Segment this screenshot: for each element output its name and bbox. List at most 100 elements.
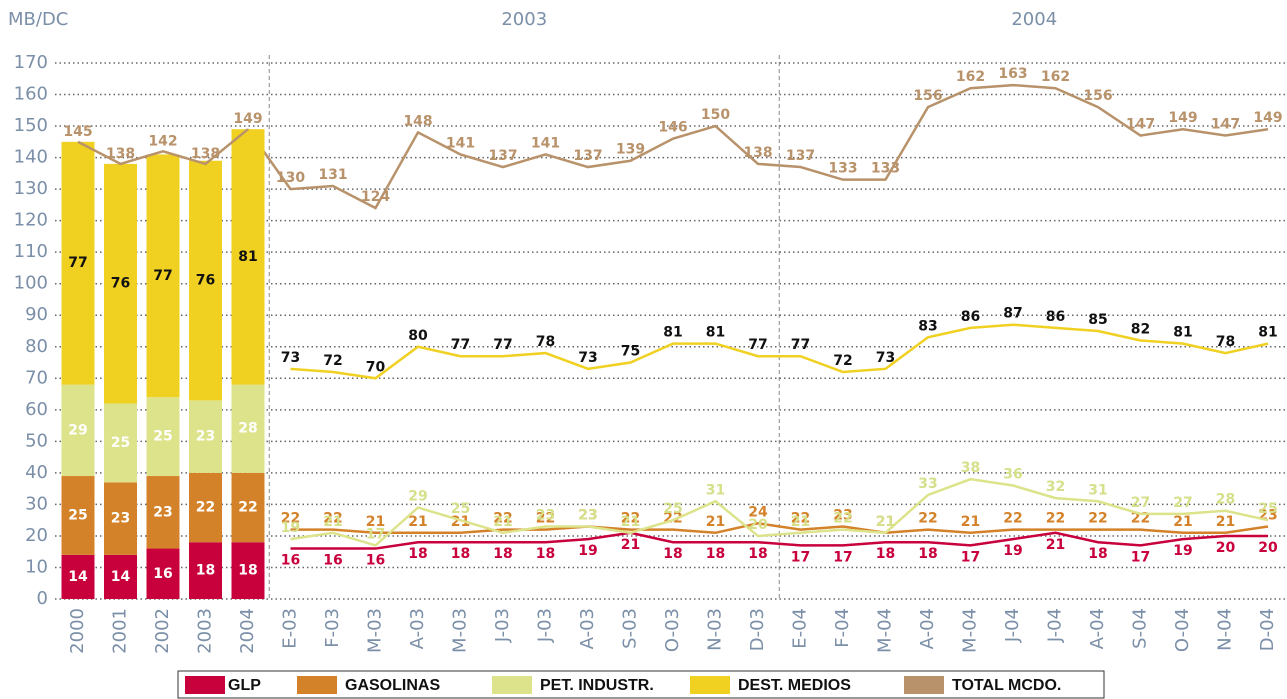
- data-label: 73: [281, 350, 300, 366]
- series-line: [290, 522, 1269, 535]
- x-tick-label: M-03: [365, 608, 386, 653]
- data-label: 81: [1258, 325, 1277, 341]
- data-label: 76: [111, 276, 130, 292]
- data-label: 77: [451, 337, 470, 353]
- legend-swatch: [904, 676, 944, 694]
- data-label: 80: [408, 328, 428, 344]
- data-label: 77: [748, 337, 767, 353]
- data-label: 17: [833, 549, 852, 565]
- data-label: 14: [111, 569, 131, 585]
- data-label: 23: [536, 507, 555, 523]
- bar-segment: [146, 397, 180, 477]
- data-label: 70: [366, 359, 386, 375]
- data-label: 23: [196, 429, 215, 445]
- data-label: 124: [361, 189, 390, 205]
- data-label: 16: [281, 553, 300, 569]
- bar-segment: [61, 384, 95, 477]
- data-label: 138: [106, 146, 135, 162]
- bar-segment: [189, 400, 222, 473]
- data-label: 137: [786, 148, 815, 164]
- data-label: 31: [1088, 482, 1107, 498]
- y-tick-label: 100: [14, 273, 48, 294]
- y-tick-label: 40: [25, 462, 48, 483]
- y-tick-label: 120: [14, 210, 48, 231]
- series-line: [290, 83, 1269, 210]
- x-tick-label: M-04: [875, 608, 896, 653]
- y-axis-label: MB/DC: [8, 9, 68, 30]
- data-label: 83: [918, 318, 937, 334]
- data-label: 78: [1216, 334, 1235, 350]
- y-tick-label: 70: [25, 367, 48, 388]
- data-label: 76: [196, 273, 215, 289]
- data-label: 18: [238, 563, 257, 579]
- data-label: 20: [1216, 540, 1236, 556]
- data-label: 149: [233, 111, 262, 127]
- data-label: 147: [1126, 117, 1155, 133]
- data-label: 81: [1173, 325, 1192, 341]
- legend-label: PET. INDUSTR.: [540, 677, 654, 694]
- bar-segment: [189, 160, 222, 401]
- data-label: 22: [281, 511, 300, 527]
- data-label: 21: [408, 514, 427, 530]
- data-label: 22: [493, 511, 512, 527]
- data-label: 148: [403, 113, 432, 129]
- x-tick-label: O-03: [662, 608, 683, 652]
- group-label: 2004: [1011, 9, 1057, 30]
- data-label: 133: [871, 161, 900, 177]
- legend-swatch: [690, 676, 730, 694]
- data-label: 18: [1088, 546, 1107, 562]
- data-label: 162: [956, 69, 985, 85]
- bar-segment: [104, 482, 137, 555]
- data-label: 17: [791, 549, 810, 565]
- y-tick-label: 150: [14, 115, 48, 136]
- x-tick-label: A-03: [407, 608, 428, 649]
- data-label: 23: [153, 504, 172, 520]
- y-tick-label: 80: [25, 336, 48, 357]
- data-label: 150: [701, 107, 730, 123]
- data-label: 24: [748, 504, 768, 520]
- x-tick-label: M-04: [960, 608, 981, 653]
- data-label: 156: [1083, 88, 1112, 104]
- x-tick-label: F-04: [832, 608, 853, 648]
- data-label: 23: [833, 507, 852, 523]
- data-label: 20: [748, 517, 768, 533]
- bar-segment: [104, 554, 137, 599]
- data-label: 81: [663, 325, 682, 341]
- y-tick-label: 10: [25, 556, 48, 577]
- data-label: 19: [1003, 543, 1022, 559]
- data-label: 78: [536, 334, 555, 350]
- data-label: 16: [153, 566, 172, 582]
- x-tick-label: 2003: [195, 608, 216, 654]
- bar-segment: [231, 384, 265, 473]
- x-tick-label: A-04: [917, 608, 938, 649]
- data-label: 22: [323, 511, 342, 527]
- bar-segment: [104, 163, 137, 404]
- data-label: 22: [833, 511, 852, 527]
- data-label: 137: [488, 148, 517, 164]
- data-label: 22: [1003, 511, 1022, 527]
- bar-segment: [231, 472, 265, 543]
- data-label: 77: [68, 255, 87, 271]
- data-label: 21: [876, 514, 895, 530]
- x-tick-label: 2004: [237, 608, 258, 654]
- bar-segment: [231, 129, 265, 385]
- data-label: 19: [1173, 543, 1192, 559]
- data-label: 14: [68, 569, 88, 585]
- x-tick-label: N-04: [1215, 608, 1236, 651]
- y-tick-label: 0: [37, 588, 48, 609]
- series-line: [290, 323, 1269, 380]
- data-label: 156: [913, 88, 942, 104]
- bar-segment: [189, 472, 222, 543]
- data-label: 21: [1173, 514, 1192, 530]
- total-line: [77, 128, 249, 166]
- data-label: 17: [961, 549, 980, 565]
- y-tick-label: 50: [25, 430, 48, 451]
- data-label: 145: [63, 124, 92, 140]
- series-line: [290, 477, 1269, 547]
- data-label: 21: [621, 537, 640, 553]
- bar-segment: [231, 542, 265, 599]
- group-label: 2003: [501, 9, 547, 30]
- data-label: 25: [1258, 501, 1277, 517]
- data-label: 16: [323, 553, 342, 569]
- data-label: 22: [238, 500, 257, 516]
